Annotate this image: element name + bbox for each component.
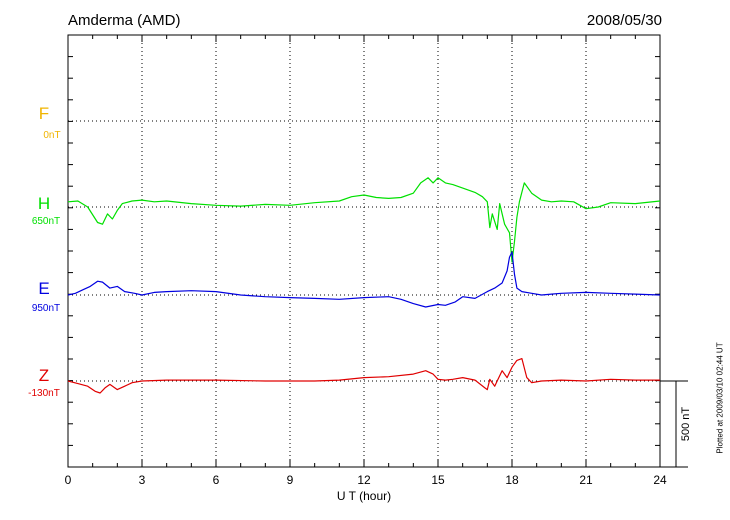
channel-label-e: E [38,279,50,298]
x-tick-label: 15 [431,473,445,487]
channel-label-z: Z [38,366,50,385]
channel-label-h: H [37,194,51,213]
x-tick-label: 0 [64,473,72,487]
scale-bar-label: 500 nT [680,406,692,442]
x-tick-label: 3 [138,473,146,487]
plotted-timestamp: Plotted at 2009/03/10 02:44 UT [715,342,725,454]
channel-baseline-h: 650nT [31,216,61,227]
x-axis-label: U T (hour) [336,489,392,503]
station-title: Amderma (AMD) [68,12,181,29]
x-tick-label: 18 [505,473,519,487]
channel-label-f: F [38,104,50,123]
x-tick-label: 6 [212,473,220,487]
series-line-h [67,177,661,263]
x-tick-label: 12 [357,473,371,487]
x-tick-label: 24 [653,473,667,487]
series-line-z [67,358,660,394]
date-title: 2008/05/30 [586,12,662,29]
series-line-e [67,251,661,308]
channel-baseline-f: 0nT [43,130,61,141]
x-tick-label: 21 [579,473,593,487]
channel-baseline-z: -130nT [28,388,60,399]
channel-baseline-e: 950nT [31,303,61,314]
x-tick-label: 9 [286,473,294,487]
